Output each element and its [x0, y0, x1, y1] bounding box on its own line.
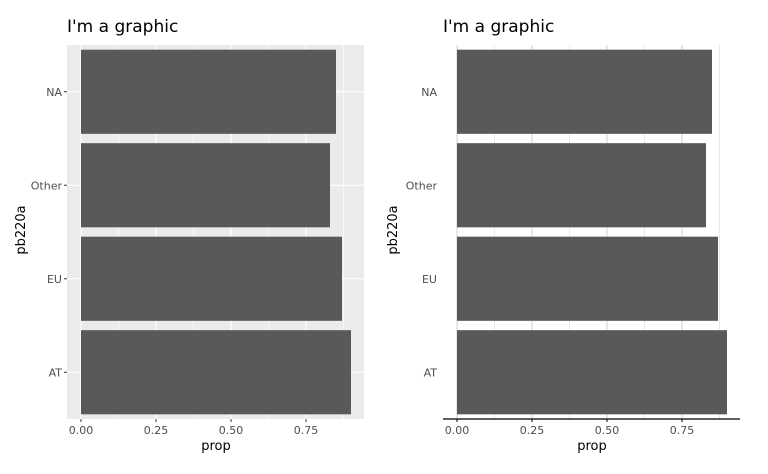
- chart-right-y-axis-title: pb220a: [386, 205, 401, 254]
- chart-left-x-axis-title: prop: [201, 439, 231, 454]
- y-tick-label-eu: EU: [422, 273, 437, 286]
- chart-left-title: I'm a graphic: [67, 17, 178, 37]
- chart-right-x-axis: 0.00 0.25 0.50 0.75: [445, 419, 695, 437]
- bar-na: [81, 49, 336, 134]
- chart-left-y-axis: AT EU Other NA: [31, 86, 67, 379]
- x-tick-label: 0.50: [219, 424, 244, 437]
- chart-right-title: I'm a graphic: [443, 17, 554, 37]
- x-tick-label: 0.75: [294, 424, 319, 437]
- bar-eu: [457, 236, 718, 321]
- chart-right-x-axis-title: prop: [577, 439, 607, 454]
- bar-at: [81, 330, 351, 415]
- x-tick-label: 0.75: [670, 424, 695, 437]
- x-tick-label: 0.25: [144, 424, 169, 437]
- y-tick-label-at: AT: [424, 366, 438, 379]
- y-tick-label-at: AT: [49, 366, 63, 379]
- x-tick-label: 0.00: [445, 424, 470, 437]
- bar-na: [457, 49, 712, 134]
- bar-at: [457, 330, 727, 415]
- chart-left-y-axis-title: pb220a: [14, 205, 29, 254]
- x-tick-label: 0.25: [520, 424, 545, 437]
- bar-eu: [81, 236, 342, 321]
- chart-left-bars: [81, 49, 351, 415]
- bar-other: [81, 143, 330, 228]
- x-tick-label: 0.00: [69, 424, 94, 437]
- y-tick-label-eu: EU: [47, 273, 62, 286]
- chart-left-x-axis: 0.00 0.25 0.50 0.75: [69, 419, 319, 437]
- x-tick-label: 0.50: [595, 424, 620, 437]
- y-tick-label-na: NA: [46, 86, 62, 99]
- chart-right-y-axis: AT EU Other NA: [406, 86, 438, 380]
- y-tick-label-na: NA: [421, 86, 437, 99]
- chart-right-bars: [457, 49, 727, 415]
- bar-other: [457, 143, 706, 228]
- y-tick-label-other: Other: [31, 179, 63, 192]
- y-tick-label-other: Other: [406, 179, 438, 192]
